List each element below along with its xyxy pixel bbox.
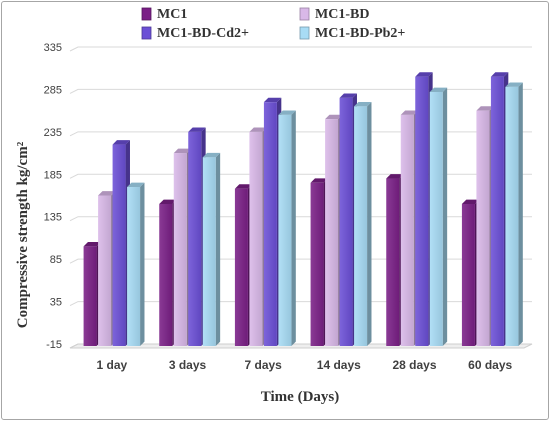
y-tick-labels: -15 35 85 135 185 235 285 335 [44, 42, 62, 351]
bar-mc1-bd-pb2-28-days [429, 87, 448, 347]
legend-swatch [299, 7, 310, 21]
y-tick-label: 35 [50, 297, 62, 309]
gridline [69, 131, 532, 137]
legend-label: MC1 [157, 7, 187, 22]
bar-mc1-bd-pb2-14-days [354, 102, 372, 347]
legend-item-mc1-bd: MC1-BD [299, 7, 369, 22]
bar-mc1-bd-pb2-60-days [505, 82, 523, 347]
x-tick-labels: 1 day 3 days 7 days 14 days 28 days 60 days [96, 358, 512, 372]
legend-label: MC1-BD-Pb2+ [315, 26, 405, 41]
x-tick-label-1-day: 1 day [96, 358, 127, 372]
gridline [69, 173, 532, 179]
x-tick-label-28-days: 28 days [392, 358, 436, 372]
bars [83, 72, 523, 347]
y-tick-label: 85 [50, 254, 62, 266]
bar-mc1-bd-pb2-7-days [278, 110, 296, 346]
x-tick-label-14-days: 14 days [317, 358, 361, 372]
gridline [69, 88, 532, 94]
bar-mc1-bd-pb2-1-day [127, 182, 145, 346]
gridline [69, 46, 532, 52]
x-tick-label-3-days: 3 days [169, 358, 207, 372]
legend-item-mc1-bd-pb2: MC1-BD-Pb2+ [299, 26, 405, 41]
y-axis-title: Compressive strength kg/cm² [15, 141, 31, 328]
legend: MC1 MC1-BD MC1-BD-Cd2+ MC1-BD-Pb2+ [141, 7, 405, 41]
legend-swatch [141, 7, 152, 21]
bar-mc1-bd-pb2-3-days [202, 152, 221, 346]
y-tick-label: 285 [44, 84, 62, 96]
legend-label: MC1-BD-Cd2+ [157, 26, 249, 41]
gridline [69, 216, 532, 222]
x-tick-label-60-days: 60 days [468, 358, 512, 372]
y-tick-label: -15 [46, 339, 62, 351]
legend-swatch [299, 26, 310, 40]
gridline [69, 301, 532, 307]
x-tick-label-7-days: 7 days [244, 358, 282, 372]
legend-item-mc1: MC1 [141, 7, 187, 22]
y-tick-label: 135 [44, 212, 62, 224]
gridline [69, 258, 532, 264]
y-tick-label: 185 [44, 169, 62, 181]
x-axis-title: Time (Days) [261, 389, 339, 405]
y-tick-label: 335 [44, 42, 62, 54]
legend-label: MC1-BD [315, 7, 369, 22]
legend-item-mc1-bd-cd2: MC1-BD-Cd2+ [141, 26, 249, 41]
legend-swatch [141, 26, 152, 40]
y-tick-label: 235 [44, 127, 62, 139]
